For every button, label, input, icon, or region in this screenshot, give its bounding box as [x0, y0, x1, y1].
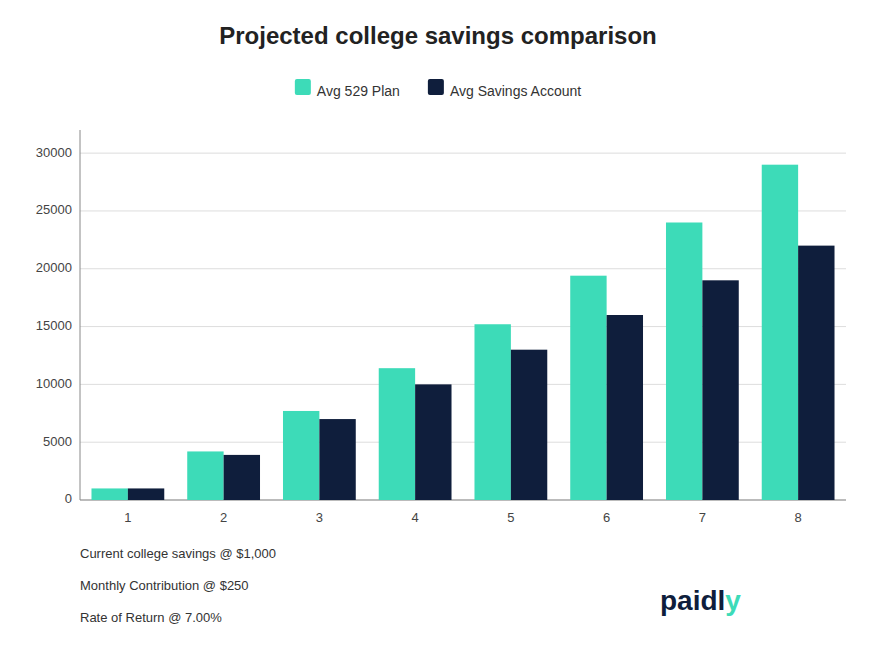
- grid-line: [80, 268, 846, 269]
- grid-line: [80, 153, 846, 154]
- annotations: Current college savings @ $1,000 Monthly …: [80, 546, 741, 625]
- bar: [474, 324, 510, 500]
- y-tick-label: 30000: [36, 145, 72, 160]
- bar: [702, 280, 738, 500]
- legend-swatch: [295, 79, 311, 95]
- bar: [91, 488, 127, 500]
- y-tick-label: 5000: [43, 434, 72, 449]
- bar: [319, 419, 355, 500]
- x-tick-label: 4: [412, 510, 419, 525]
- bar: [187, 451, 223, 500]
- logo-text: paidl: [660, 585, 725, 616]
- x-tick-label: 7: [699, 510, 706, 525]
- legend-item: Avg Savings Account: [428, 79, 581, 99]
- bar: [379, 368, 415, 500]
- x-tick-label: 2: [220, 510, 227, 525]
- x-tick-label: 1: [124, 510, 131, 525]
- x-tick-label: 3: [316, 510, 323, 525]
- y-tick-label: 25000: [36, 202, 72, 217]
- y-tick-label: 15000: [36, 318, 72, 333]
- bar: [570, 276, 606, 500]
- logo-text: y: [725, 585, 741, 616]
- annotation: Current college savings @ $1,000: [80, 546, 276, 561]
- y-axis-line: [80, 130, 81, 500]
- x-tick-label: 8: [795, 510, 802, 525]
- y-tick-label: 10000: [36, 376, 72, 391]
- bar: [762, 165, 798, 500]
- y-axis: 0 5000 10000 15000 20000 25000 30000: [36, 145, 846, 507]
- legend-label: Avg Savings Account: [450, 83, 581, 99]
- bar: [666, 223, 702, 501]
- bars: [91, 165, 834, 500]
- legend-label: Avg 529 Plan: [317, 83, 400, 99]
- x-tick-label: 5: [507, 510, 514, 525]
- y-tick-label: 20000: [36, 260, 72, 275]
- annotation: Monthly Contribution @ $250: [80, 578, 249, 593]
- title: Projected college savings comparison: [219, 22, 656, 49]
- annotation: Rate of Return @ 7.00%: [80, 610, 222, 625]
- bar: [224, 455, 260, 500]
- chart: Projected college savings comparison Avg …: [0, 0, 876, 657]
- bar: [798, 246, 834, 500]
- x-tick-label: 6: [603, 510, 610, 525]
- bar: [415, 384, 451, 500]
- legend-item: Avg 529 Plan: [295, 79, 400, 99]
- bar: [511, 350, 547, 500]
- legend-swatch: [428, 79, 444, 95]
- y-tick-label: 0: [65, 491, 72, 506]
- bar: [283, 411, 319, 500]
- legend: Avg 529 Plan Avg Savings Account: [295, 79, 581, 99]
- bar: [128, 488, 164, 500]
- grid-line: [80, 210, 846, 211]
- x-axis: 1 2 3 4 5 6 7 8: [124, 510, 801, 525]
- bar: [607, 315, 643, 500]
